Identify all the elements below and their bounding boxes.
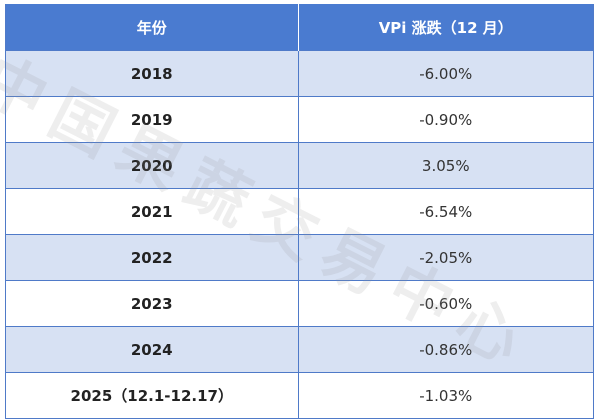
year-cell: 2022 (6, 234, 299, 281)
vpi-change-cell: -0.60% (298, 280, 593, 327)
year-cell: 2023 (6, 280, 299, 327)
vpi-change-cell: -0.90% (298, 96, 593, 143)
year-cell: 2021 (6, 188, 299, 235)
vpi-change-cell: -0.86% (298, 326, 593, 373)
table-row: 2021 -6.54% (6, 188, 593, 235)
column-header-year: 年份 (6, 4, 299, 51)
table-row: 2022 -2.05% (6, 234, 593, 281)
vpi-change-table: 年份 VPi 涨跌（12 月） 2018 -6.00% 2019 -0.90% … (6, 4, 593, 418)
table-row: 2019 -0.90% (6, 96, 593, 143)
column-header-vpi-change: VPi 涨跌（12 月） (298, 4, 593, 51)
year-cell: 2020 (6, 142, 299, 189)
year-cell: 2019 (6, 96, 299, 143)
table-row: 2023 -0.60% (6, 280, 593, 327)
vpi-change-cell: -2.05% (298, 234, 593, 281)
vpi-change-cell: -1.03% (298, 372, 593, 418)
table-row: 2020 3.05% (6, 142, 593, 189)
table-header-row: 年份 VPi 涨跌（12 月） (6, 4, 593, 51)
vpi-change-cell: 3.05% (298, 142, 593, 189)
vpi-change-cell: -6.00% (298, 50, 593, 97)
year-cell: 2018 (6, 50, 299, 97)
year-cell: 2024 (6, 326, 299, 373)
year-cell: 2025（12.1-12.17） (6, 372, 299, 418)
table-row: 2024 -0.86% (6, 326, 593, 373)
vpi-change-cell: -6.54% (298, 188, 593, 235)
table-row: 2025（12.1-12.17） -1.03% (6, 372, 593, 418)
data-table-container: 年份 VPi 涨跌（12 月） 2018 -6.00% 2019 -0.90% … (5, 4, 594, 419)
table-row: 2018 -6.00% (6, 50, 593, 97)
